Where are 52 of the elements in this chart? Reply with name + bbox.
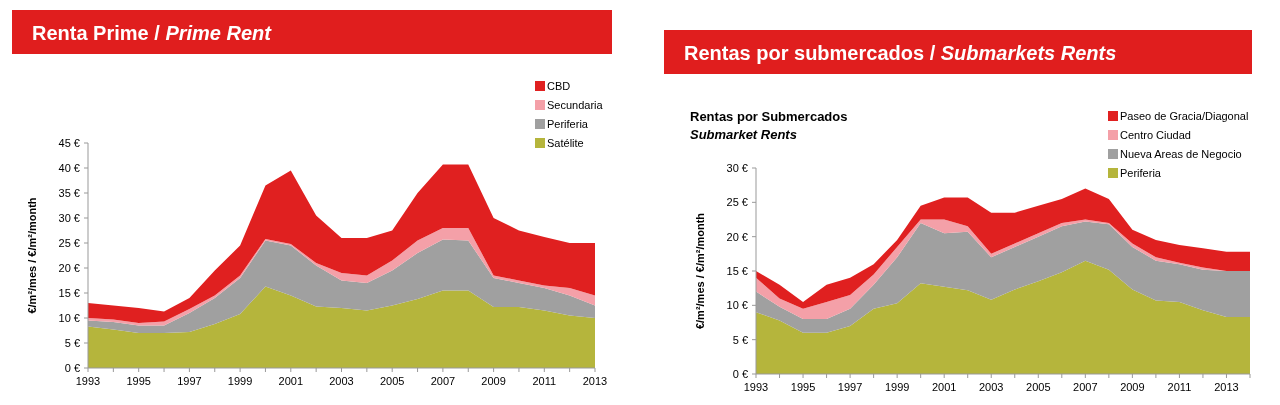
x-tick-label: 2003 bbox=[329, 375, 354, 387]
x-tick-label: 2001 bbox=[278, 375, 304, 387]
y-tick-label: 10 € bbox=[726, 299, 748, 312]
chart-title: Rentas por submercados / Submarkets Rents bbox=[684, 42, 1117, 64]
chart-subtitle: Rentas por Submercados Submarket Rents bbox=[690, 109, 848, 142]
x-tick-label: 2005 bbox=[1026, 381, 1051, 393]
y-tick-label: 30 € bbox=[58, 212, 80, 224]
x-tick-label: 2007 bbox=[430, 375, 456, 387]
x-tick-label: 1997 bbox=[177, 375, 202, 387]
y-tick-label: 0 € bbox=[732, 368, 748, 380]
x-tick-label: 2013 bbox=[582, 375, 608, 387]
x-tick-label: 2009 bbox=[1120, 381, 1145, 393]
y-tick-label: 45 € bbox=[58, 137, 80, 149]
y-axis-title: €/m²/mes / €/m²/month bbox=[694, 212, 706, 330]
legend-label: CBD bbox=[547, 80, 571, 92]
y-tick-label: 20 € bbox=[58, 262, 80, 274]
legend-label: Periferia bbox=[547, 118, 589, 130]
x-tick-label: 1995 bbox=[126, 375, 151, 387]
x-tick-label: 1999 bbox=[884, 381, 910, 393]
y-tick-label: 15 € bbox=[726, 265, 748, 277]
x-tick-label: 2009 bbox=[481, 375, 506, 387]
y-tick-label: 10 € bbox=[58, 312, 80, 324]
y-tick-label: 20 € bbox=[726, 230, 748, 243]
x-tick-label: 2007 bbox=[1073, 381, 1098, 393]
legend-label: Periferia bbox=[1120, 167, 1162, 179]
x-tick-label: 2001 bbox=[931, 381, 957, 393]
x-tick-label: 2011 bbox=[532, 375, 557, 387]
y-axis-title: €/m²/mes / €/m²/month bbox=[26, 197, 38, 314]
legend-label: Paseo de Gracia/Diagonal bbox=[1120, 110, 1249, 122]
y-tick-label: 5 € bbox=[64, 337, 80, 349]
x-tick-label: 1997 bbox=[837, 381, 863, 393]
y-tick-label: 15 € bbox=[58, 287, 80, 299]
y-tick-label: 0 € bbox=[64, 362, 80, 374]
y-tick-label: 25 € bbox=[58, 237, 80, 249]
x-tick-label: 2011 bbox=[1167, 381, 1192, 393]
y-tick-label: 30 € bbox=[726, 162, 748, 174]
legend-label: Centro Ciudad bbox=[1120, 129, 1191, 141]
chart-title: Renta Prime / Prime Rent bbox=[32, 22, 273, 44]
x-tick-label: 2003 bbox=[979, 381, 1004, 393]
legend-label: Satélite bbox=[547, 137, 584, 149]
legend-label: Secundaria bbox=[547, 99, 604, 111]
y-tick-label: 35 € bbox=[58, 187, 80, 199]
x-tick-label: 2013 bbox=[1214, 381, 1239, 393]
x-tick-label: 1995 bbox=[790, 381, 816, 393]
legend-label: Nueva Areas de Negocio bbox=[1120, 148, 1242, 160]
x-tick-label: 1993 bbox=[743, 381, 769, 393]
y-tick-label: 25 € bbox=[726, 196, 748, 209]
y-tick-label: 40 € bbox=[58, 162, 80, 174]
x-tick-label: 2005 bbox=[379, 375, 405, 387]
y-tick-label: 5 € bbox=[732, 333, 748, 346]
x-tick-label: 1993 bbox=[75, 375, 101, 387]
x-tick-label: 1999 bbox=[227, 375, 253, 387]
